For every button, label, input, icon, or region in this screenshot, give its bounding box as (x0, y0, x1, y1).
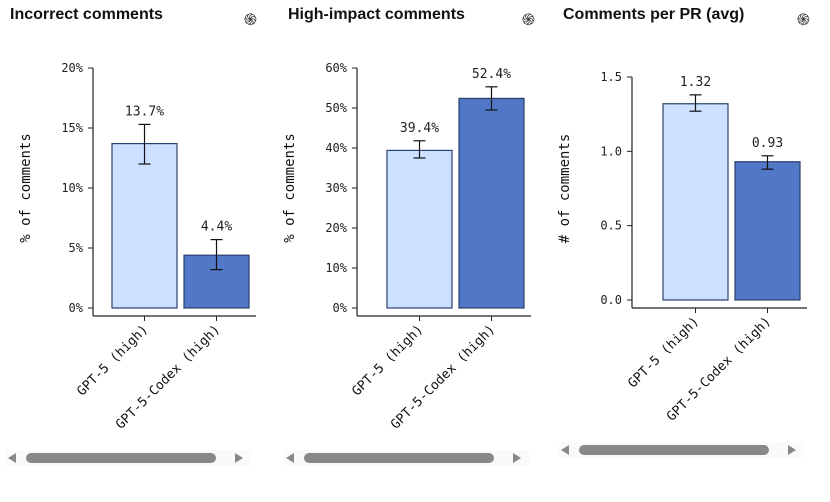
horizontal-scrollbar[interactable] (284, 450, 529, 466)
y-tick-label: 0% (333, 301, 348, 315)
y-tick-label: 20% (61, 61, 83, 75)
data-label: 4.4% (201, 220, 232, 235)
data-label: 52.4% (472, 67, 511, 82)
bar (111, 143, 178, 309)
scroll-right-icon[interactable] (235, 453, 243, 463)
y-tick-label: 1.0 (600, 144, 622, 158)
bar (386, 149, 453, 309)
scroll-left-icon[interactable] (286, 453, 294, 463)
y-axis-label: % of comments (18, 133, 34, 243)
y-tick-label: 0.0 (600, 293, 622, 307)
y-tick-label: 5% (69, 241, 84, 255)
scroll-left-icon[interactable] (8, 453, 16, 463)
y-tick-label: 1.5 (600, 70, 622, 84)
y-tick-label: 10% (61, 181, 83, 195)
horizontal-scrollbar[interactable] (6, 450, 251, 466)
x-tick-label: GPT-5 (high) (349, 322, 426, 399)
x-tick-label: GPT-5 (high) (74, 322, 151, 399)
data-label: 39.4% (400, 121, 439, 136)
chart-title: High-impact comments (288, 6, 465, 23)
chart-panel-comments-per-pr: Comments per PR (avg) ֍ 0.0 0.5 1.0 1.5 # of… (553, 0, 818, 502)
y-axis-label: # of comments (557, 134, 573, 244)
bar (734, 161, 801, 301)
chart-title: Comments per PR (avg) (563, 6, 745, 23)
chart-title: Incorrect comments (10, 6, 163, 23)
openai-logo-icon: ֍ (796, 12, 810, 29)
scroll-thumb[interactable] (304, 453, 494, 463)
chart-svg: 0% 10% 20% 30% 40% 50% 60% % of comments 39.4% GP… (282, 61, 531, 432)
data-label: 0.93 (752, 136, 783, 151)
data-label: 13.7% (125, 104, 164, 119)
scroll-thumb[interactable] (579, 445, 769, 455)
y-tick-label: 30% (325, 181, 347, 195)
chart-svg: 0% 5% 10% 15% 20% % of comments 13.7% GPT-5 (hi… (18, 61, 256, 432)
horizontal-scrollbar[interactable] (559, 442, 804, 458)
y-tick-label: 50% (325, 101, 347, 115)
data-label: 1.32 (680, 75, 711, 90)
chart-panel-high-impact: High-impact comments ֍ 0% 10% 20% 30% 40% 50%… (278, 0, 543, 502)
openai-logo-icon: ֍ (243, 12, 257, 29)
y-tick-label: 60% (325, 61, 347, 75)
scroll-thumb[interactable] (26, 453, 216, 463)
scroll-right-icon[interactable] (788, 445, 796, 455)
y-tick-label: 0.5 (600, 219, 622, 233)
openai-logo-icon: ֍ (521, 12, 535, 29)
scroll-left-icon[interactable] (561, 445, 569, 455)
scroll-right-icon[interactable] (513, 453, 521, 463)
bar (662, 103, 729, 301)
bar (458, 97, 525, 309)
x-tick-label: GPT-5 (high) (625, 314, 702, 391)
y-tick-label: 15% (61, 121, 83, 135)
y-tick-label: 40% (325, 141, 347, 155)
y-axis-label: % of comments (282, 133, 298, 243)
y-tick-label: 10% (325, 261, 347, 275)
y-tick-label: 20% (325, 221, 347, 235)
chart-panel-incorrect: Incorrect comments ֍ 0% 5% 10% 15% 20% % of c… (0, 0, 265, 502)
chart-svg: 0.0 0.5 1.0 1.5 # of comments 1.32 GPT-5 (high… (557, 70, 807, 424)
y-tick-label: 0% (69, 301, 84, 315)
